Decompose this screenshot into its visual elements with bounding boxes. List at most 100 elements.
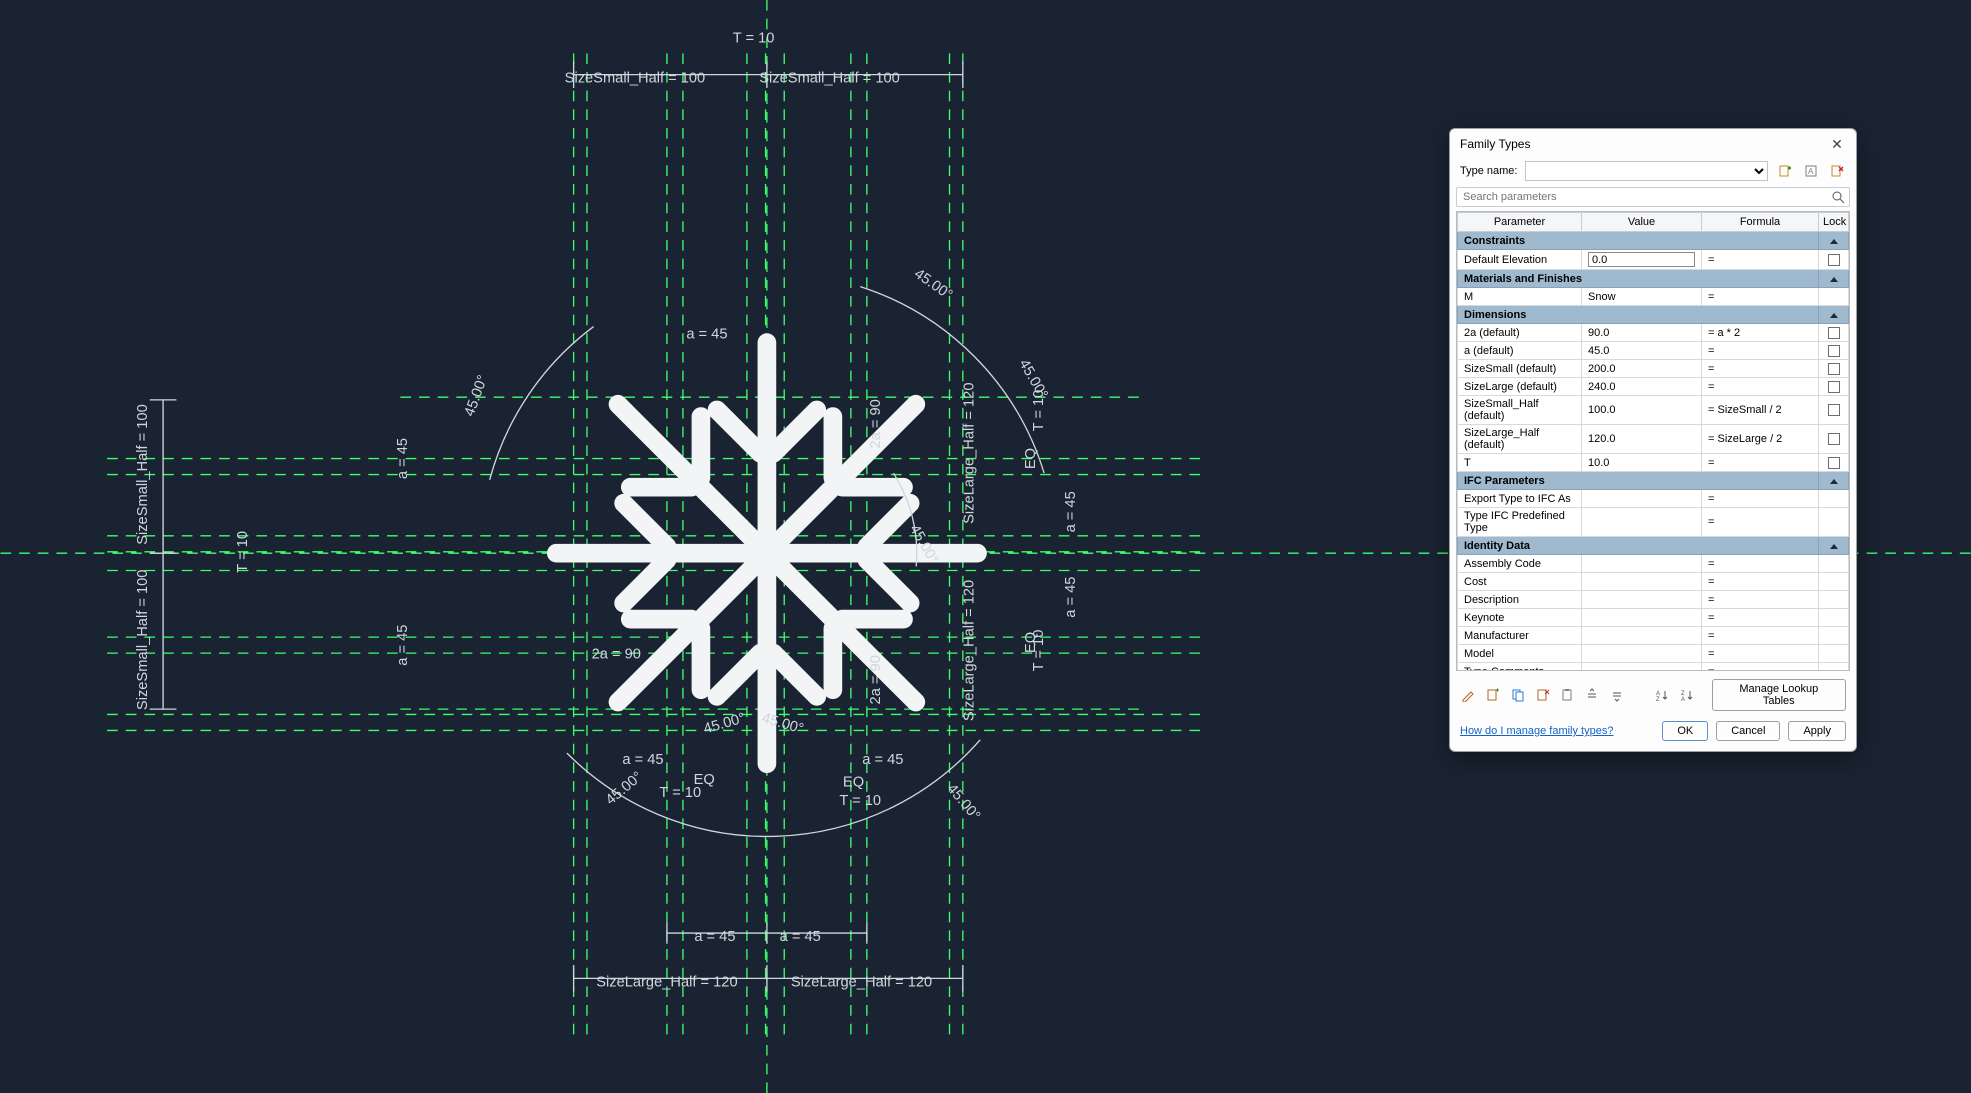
section-header[interactable]: Materials and Finishes <box>1458 270 1849 288</box>
col-value[interactable]: Value <box>1582 213 1702 232</box>
table-row[interactable]: SizeSmall (default)200.0= <box>1458 360 1849 378</box>
paste-param-icon[interactable] <box>1559 686 1576 704</box>
param-value[interactable] <box>1582 645 1702 663</box>
table-row[interactable]: T10.0= <box>1458 454 1849 472</box>
lock-checkbox[interactable] <box>1828 345 1840 357</box>
param-value[interactable] <box>1582 555 1702 573</box>
ok-button[interactable]: OK <box>1662 721 1708 741</box>
param-value[interactable] <box>1582 508 1702 537</box>
param-value[interactable] <box>1582 663 1702 672</box>
dialog-titlebar[interactable]: Family Types ✕ <box>1450 129 1856 157</box>
table-row[interactable]: SizeLarge (default)240.0= <box>1458 378 1849 396</box>
section-header[interactable]: Dimensions <box>1458 306 1849 324</box>
param-value[interactable] <box>1582 490 1702 508</box>
col-lock[interactable]: Lock <box>1819 213 1849 232</box>
param-value[interactable]: 120.0 <box>1582 425 1702 454</box>
lock-checkbox[interactable] <box>1828 363 1840 375</box>
rename-type-icon[interactable]: A <box>1802 162 1820 180</box>
param-value[interactable]: 90.0 <box>1582 324 1702 342</box>
manage-lookup-button[interactable]: Manage Lookup Tables <box>1712 679 1847 711</box>
param-value[interactable]: Snow <box>1582 288 1702 306</box>
param-formula[interactable]: = <box>1702 573 1819 591</box>
param-formula[interactable]: = <box>1702 490 1819 508</box>
param-formula[interactable]: = <box>1702 555 1819 573</box>
cancel-button[interactable]: Cancel <box>1716 721 1780 741</box>
lock-checkbox[interactable] <box>1828 404 1840 416</box>
edit-icon[interactable] <box>1460 686 1477 704</box>
table-row[interactable]: SizeSmall_Half (default)100.0= SizeSmall… <box>1458 396 1849 425</box>
param-formula[interactable]: = SizeLarge / 2 <box>1702 425 1819 454</box>
section-header[interactable]: Identity Data <box>1458 537 1849 555</box>
table-row[interactable]: Model= <box>1458 645 1849 663</box>
param-value[interactable]: 200.0 <box>1582 360 1702 378</box>
new-param-icon[interactable] <box>1485 686 1502 704</box>
param-value[interactable]: 240.0 <box>1582 378 1702 396</box>
search-icon[interactable] <box>1827 190 1849 204</box>
delete-type-icon[interactable] <box>1828 162 1846 180</box>
param-formula[interactable]: = <box>1702 360 1819 378</box>
param-formula[interactable]: = <box>1702 627 1819 645</box>
param-value[interactable] <box>1582 591 1702 609</box>
close-icon[interactable]: ✕ <box>1828 135 1846 153</box>
section-header[interactable]: IFC Parameters <box>1458 472 1849 490</box>
col-parameter[interactable]: Parameter <box>1458 213 1582 232</box>
param-name: Keynote <box>1458 609 1582 627</box>
table-row[interactable]: 2a (default)90.0= a * 2 <box>1458 324 1849 342</box>
dialog-toolbar: AZ ZA Manage Lookup Tables <box>1450 671 1856 715</box>
svg-text:A: A <box>1681 697 1685 702</box>
table-row[interactable]: a (default)45.0= <box>1458 342 1849 360</box>
lock-checkbox[interactable] <box>1828 457 1840 469</box>
table-row[interactable]: Default Elevation= <box>1458 250 1849 270</box>
move-up-icon[interactable] <box>1584 686 1601 704</box>
lock-checkbox[interactable] <box>1828 254 1840 266</box>
param-formula[interactable]: = <box>1702 609 1819 627</box>
lock-checkbox[interactable] <box>1828 381 1840 393</box>
table-row[interactable]: Keynote = <box>1458 609 1849 627</box>
param-formula[interactable]: = <box>1702 508 1819 537</box>
col-formula[interactable]: Formula <box>1702 213 1819 232</box>
table-row[interactable]: MSnow= <box>1458 288 1849 306</box>
lock-checkbox[interactable] <box>1828 433 1840 445</box>
table-row[interactable]: Type Comments= <box>1458 663 1849 672</box>
param-formula[interactable]: = <box>1702 342 1819 360</box>
param-formula[interactable]: = <box>1702 663 1819 672</box>
param-formula[interactable]: = a * 2 <box>1702 324 1819 342</box>
delete-param-icon[interactable] <box>1534 686 1551 704</box>
parameter-grid[interactable]: Parameter Value Formula Lock Constraints… <box>1456 211 1850 671</box>
param-formula[interactable]: = <box>1702 288 1819 306</box>
svg-text:45.00°: 45.00° <box>462 373 492 418</box>
lock-checkbox[interactable] <box>1828 327 1840 339</box>
param-formula[interactable]: = <box>1702 591 1819 609</box>
param-value[interactable] <box>1582 250 1702 270</box>
param-value[interactable]: 10.0 <box>1582 454 1702 472</box>
param-value[interactable]: 100.0 <box>1582 396 1702 425</box>
param-formula[interactable]: = SizeSmall / 2 <box>1702 396 1819 425</box>
table-row[interactable]: SizeLarge_Half (default)120.0= SizeLarge… <box>1458 425 1849 454</box>
copy-param-icon[interactable] <box>1509 686 1526 704</box>
table-row[interactable]: Type IFC Predefined Type= <box>1458 508 1849 537</box>
param-value[interactable] <box>1582 627 1702 645</box>
sort-asc-icon[interactable]: AZ <box>1654 686 1671 704</box>
param-formula[interactable]: = <box>1702 645 1819 663</box>
param-value[interactable] <box>1582 573 1702 591</box>
apply-button[interactable]: Apply <box>1788 721 1846 741</box>
move-down-icon[interactable] <box>1608 686 1625 704</box>
table-row[interactable]: Cost= <box>1458 573 1849 591</box>
param-formula[interactable]: = <box>1702 250 1819 270</box>
param-value-input[interactable] <box>1588 252 1695 267</box>
table-row[interactable]: Export Type to IFC As= <box>1458 490 1849 508</box>
param-value[interactable] <box>1582 609 1702 627</box>
param-formula[interactable]: = <box>1702 454 1819 472</box>
param-formula[interactable]: = <box>1702 378 1819 396</box>
svg-text:SizeLarge_Half = 120: SizeLarge_Half = 120 <box>962 383 978 524</box>
search-input[interactable] <box>1457 188 1827 206</box>
type-name-select[interactable] <box>1525 161 1768 181</box>
sort-desc-icon[interactable]: ZA <box>1679 686 1696 704</box>
help-link[interactable]: How do I manage family types? <box>1460 725 1613 737</box>
new-type-icon[interactable] <box>1776 162 1794 180</box>
table-row[interactable]: Manufacturer= <box>1458 627 1849 645</box>
param-value[interactable]: 45.0 <box>1582 342 1702 360</box>
table-row[interactable]: Description= <box>1458 591 1849 609</box>
table-row[interactable]: Assembly Code= <box>1458 555 1849 573</box>
section-header[interactable]: Constraints <box>1458 232 1849 250</box>
